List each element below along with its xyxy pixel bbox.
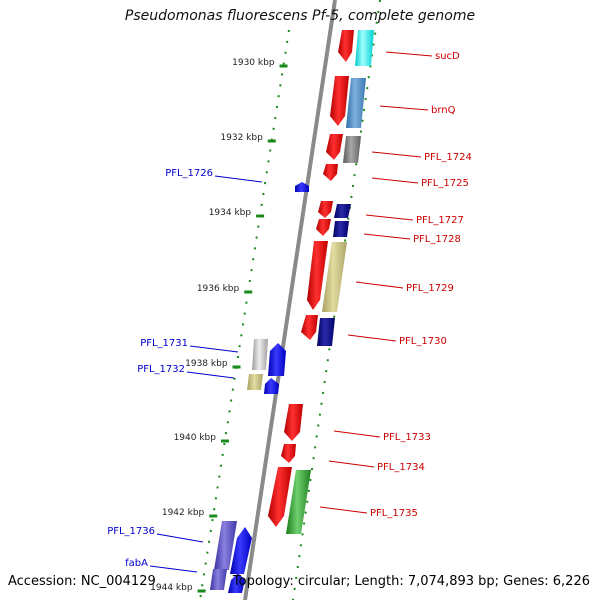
forward-features: [268, 30, 374, 534]
scale-label: 1940 kbp: [174, 433, 217, 443]
gene-label-pfl-1725: PFL_1725: [421, 178, 469, 189]
leader-line-pfl-1735: [319, 506, 368, 514]
gene-label-pfl-1724: PFL_1724: [424, 152, 472, 163]
leader-line-pfl-1733: [333, 430, 381, 438]
reverse-gene-labels: PFL_1726 PFL_1731 PFL_1732 PFL_1736 fabA: [107, 168, 263, 573]
gene-PFL_1730-feature: [317, 318, 335, 346]
scale-label: 1944 kbp: [150, 583, 193, 593]
genome-title: Pseudomonas fluorescens Pf-5, complete g…: [124, 8, 476, 24]
gene-PFL_1732-arrow: [264, 378, 279, 394]
scale-label: 1932 kbp: [220, 133, 263, 143]
leader-line-faba: [149, 565, 198, 573]
gene-PFL_1724-arrow: [326, 134, 343, 160]
scale-label: 1942 kbp: [162, 508, 205, 518]
leader-line-pfl-1728: [363, 233, 411, 240]
topology-text: Topology: circular; Length: 7,074,893 bp…: [232, 574, 590, 589]
gene-brnQ-arrow: [330, 76, 349, 126]
gene-PFL_1724-feature: [343, 136, 361, 163]
gene-label-pfl-1728: PFL_1728: [413, 234, 461, 245]
leader-line-pfl-1730: [347, 334, 397, 342]
gene-PFL_1727-feature: [334, 204, 351, 218]
scale-label: 1930 kbp: [232, 58, 275, 68]
gene-PFL_1729-arrow: [307, 241, 328, 310]
leader-line-pfl-1724: [371, 151, 422, 158]
gene-label-pfl-1730: PFL_1730: [399, 336, 447, 347]
gene-label-pfl-1732: PFL_1732: [137, 364, 185, 375]
genome-backbone: [243, 0, 337, 601]
gene-PFL_1735-feature: [286, 470, 311, 534]
gene-label-sucd: sucD: [435, 51, 460, 62]
gene-fabA-feature: [210, 569, 227, 590]
gene-PFL_1725-arrow: [323, 164, 338, 181]
leader-line-brnq: [379, 105, 429, 111]
gene-label-pfl-1734: PFL_1734: [377, 462, 425, 473]
scale-group: 1930 kbp 1932 kbp 1934 kbp 1936 kbp 1938 kbp…: [150, 58, 288, 593]
gene-label-pfl-1726: PFL_1726: [165, 168, 213, 179]
gene-PFL_1731-arrow: [268, 343, 286, 376]
gene-PFL_1736-feature: [214, 521, 237, 570]
gene-PFL_1728-feature: [333, 221, 349, 237]
leader-line-pfl-1734: [328, 460, 375, 468]
gene-PFL_1732-feature: [247, 374, 263, 390]
gene-PFL_1736-arrow: [230, 527, 252, 574]
gene-PFL_1727-arrow: [318, 201, 333, 218]
gene-label-pfl-1729: PFL_1729: [406, 283, 454, 294]
leader-line-pfl-1729: [355, 281, 404, 289]
gene-label-pfl-1731: PFL_1731: [140, 338, 188, 349]
leader-line-pfl-1732: [186, 371, 235, 379]
gene-label-pfl-1733: PFL_1733: [383, 432, 431, 443]
leader-line-pfl-1727: [365, 214, 414, 221]
gene-PFL_1729-feature: [322, 242, 347, 312]
gene-PFL_1733-arrow: [284, 404, 303, 441]
gene-PFL_1730-arrow: [301, 315, 318, 340]
gene-label-pfl-1736: PFL_1736: [107, 526, 155, 537]
gene-PFL_1731-feature: [252, 339, 268, 370]
scale-label: 1936 kbp: [197, 284, 240, 294]
gene-sucD-arrow: [338, 30, 354, 62]
leader-line-pfl-1731: [189, 345, 239, 353]
leader-line-sucd: [385, 51, 433, 57]
gene-PFL_1734-arrow: [281, 444, 296, 463]
gene-PFL_1728-arrow: [316, 219, 331, 236]
gene-brnQ-feature: [346, 78, 366, 128]
leader-line-pfl-1725: [371, 177, 419, 184]
leader-line-pfl-1726: [214, 175, 263, 183]
gene-sucD-feature: [355, 30, 374, 66]
scale-label: 1938 kbp: [185, 359, 228, 369]
scale-label: 1934 kbp: [209, 208, 252, 218]
forward-gene-labels: sucD brnQ PFL_1724 PFL_1725 PFL_1727 PFL_1728…: [319, 51, 472, 519]
gene-fabA-arrow: [228, 573, 245, 593]
leader-line-pfl-1736: [156, 533, 204, 543]
accession-text: Accession: NC_004129: [8, 574, 156, 589]
gene-PFL_1735-arrow: [268, 467, 292, 527]
reverse-features: [210, 182, 309, 593]
gene-PFL_1726-arrow: [295, 182, 309, 192]
gene-label-brnq: brnQ: [431, 105, 456, 116]
gene-label-pfl-1735: PFL_1735: [370, 508, 418, 519]
gene-label-pfl-1727: PFL_1727: [416, 215, 464, 226]
gene-label-faba: fabA: [125, 558, 148, 569]
